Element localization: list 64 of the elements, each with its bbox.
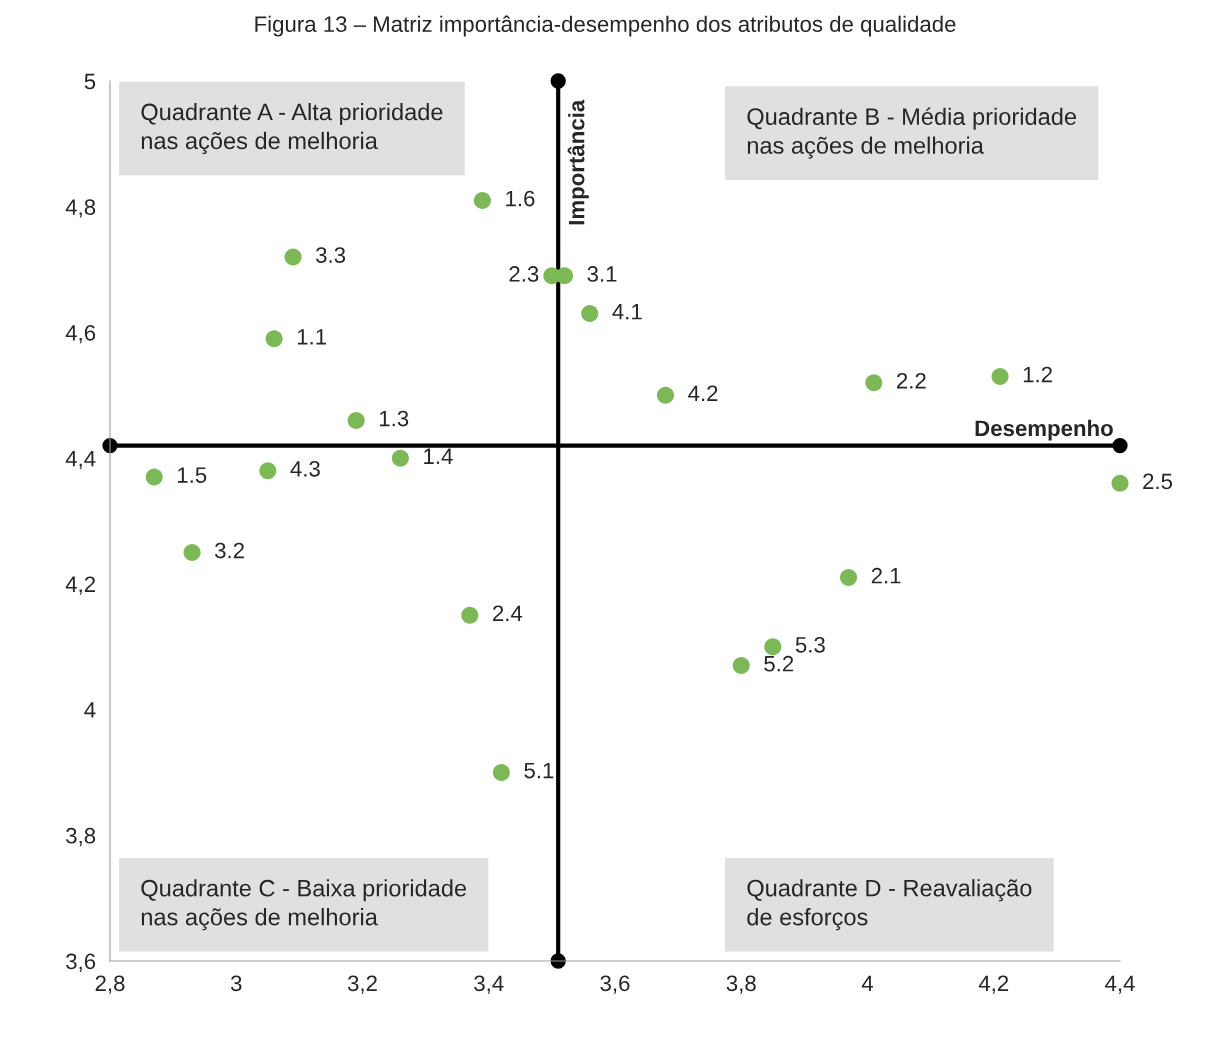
point [259,462,277,480]
annotation: 2.4 [493,605,523,622]
point [145,468,163,486]
annotation: 1.5 [177,467,207,483]
annotation: 2.3 [509,266,539,282]
point [265,330,283,348]
annotation: 5.1 [524,762,554,779]
point [391,449,409,467]
point [1111,474,1129,492]
y-tick-label: 4,4 [65,450,96,470]
annotation: 1.3 [379,410,409,427]
x-tick-label: 4,2 [978,975,1009,994]
x-tick-label: 2,8 [95,975,125,994]
annotation: Quadrante A - Alta prioridade nas ações de melhoria [141,103,443,154]
annotation: 1.1 [297,329,327,345]
y-tick-label: 4 [84,702,96,718]
y-tick-label: 3,8 [66,827,96,847]
chart-title: Figura 13 – Matriz importância-desempenho dos atributos de qualidade [255,15,956,37]
x-tick-label: 3,2 [347,975,377,994]
point [656,386,675,404]
annotation: 3.1 [587,266,617,282]
annotation: 1.4 [424,448,453,464]
text: Importância [567,99,589,225]
x-tick-label: 3 [230,975,242,992]
annotation: 2.2 [897,372,926,389]
x-tick-label: 4 [861,975,874,991]
point [1112,437,1128,454]
point [347,411,365,429]
x-tick-label: 3,8 [726,975,756,994]
point [492,763,510,781]
y-tick-label: 4,8 [65,199,96,218]
annotation: 3.3 [316,247,346,263]
annotation: 2.5 [1143,473,1173,490]
x-tick-label: 3,4 [474,975,504,994]
point [991,367,1009,385]
annotation: 2.1 [871,567,901,584]
point [183,543,201,561]
annotation: 4.1 [612,304,642,320]
point [581,305,599,323]
point [764,638,782,656]
point [732,657,750,675]
y-tick-label: 5 [84,73,96,90]
x-tick-label: 3,6 [600,975,630,994]
annotation: 4.2 [688,385,718,402]
point [865,374,883,392]
point [840,569,858,587]
point [284,248,302,266]
annotation: 3.2 [215,542,244,559]
point [550,73,566,89]
point [473,191,491,209]
y-tick-label: 3,6 [66,953,96,972]
point [461,606,479,624]
x-tick-label: 4,4 [1105,975,1135,994]
annotation: Quadrante B - Média prioridade nas ações de melhoria [747,107,1076,159]
annotation: 4.3 [290,460,320,477]
series-label: Desempenho [975,419,1113,441]
annotation: Quadrante D - Reavaliação de esforços [747,879,1032,931]
y-tick-label: 4,6 [65,324,96,344]
annotation: 5.3 [795,636,825,653]
annotation: 5.2 [764,655,794,672]
y-tick-label: 4,2 [65,576,95,595]
annotation: 1.2 [1023,366,1052,383]
annotation: Quadrante C - Baixa prioridade nas ações de melhoria [141,879,467,931]
annotation: 1.6 [506,190,535,207]
